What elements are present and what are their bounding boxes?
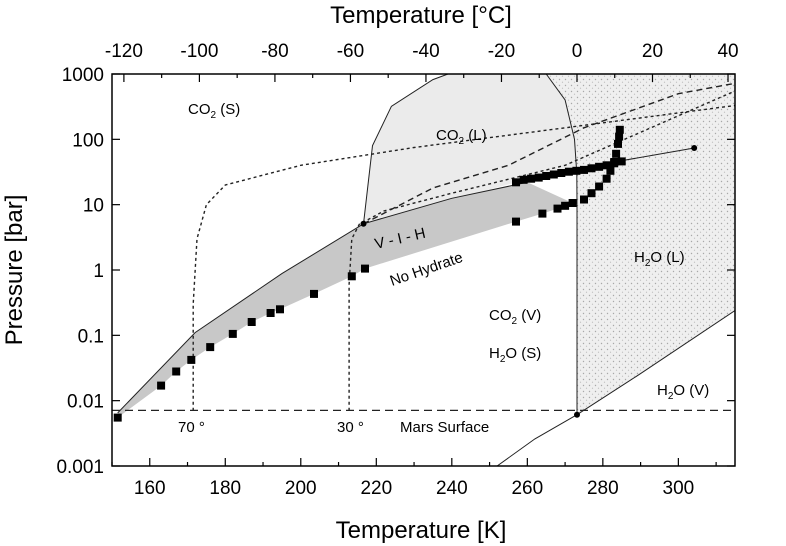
upper-marker (595, 162, 604, 171)
lower-marker (310, 289, 318, 298)
top-axis-title: Temperature [°C] (330, 2, 512, 29)
co2-hydrate-upper-curve (363, 82, 735, 225)
data-markers (113, 125, 698, 422)
x-tick-label: 300 (663, 478, 695, 499)
top-tick-label: -20 (488, 41, 515, 62)
y-tick-label: 0.001 (56, 457, 104, 478)
x-tick-label: 180 (209, 478, 241, 499)
y-axis-title: Pressure [bar] (1, 195, 28, 346)
label-co2-liquid: CO2 (L) (436, 127, 487, 147)
upper-marker (602, 161, 611, 170)
upper-marker (512, 178, 520, 187)
upper-marker (610, 158, 619, 166)
upper-marker (564, 167, 573, 176)
lower-marker (361, 264, 369, 273)
y-tick-label: 0.01 (67, 392, 104, 413)
x-tick-label: 160 (134, 478, 166, 499)
point-marker (360, 220, 367, 227)
x-tick-label: 200 (285, 478, 317, 499)
x-tick-label: 240 (436, 478, 468, 499)
upper-marker (615, 125, 624, 134)
liquid-water-region (546, 74, 735, 415)
top-tick-label: 0 (572, 41, 583, 62)
upper-marker (572, 166, 581, 175)
y-tick-label: 100 (72, 130, 104, 151)
top-tick-label: -60 (337, 41, 364, 62)
upper-marker (602, 174, 611, 183)
upper-marker (542, 172, 551, 180)
label-co2-vapor: CO2 (V) (489, 307, 541, 327)
point-marker (574, 411, 580, 418)
upper-marker (587, 164, 596, 173)
upper-marker (614, 139, 622, 148)
lower-marker (266, 309, 275, 317)
y-tick-label: 0.1 (78, 326, 104, 347)
lower-marker (538, 209, 547, 218)
upper-marker (615, 132, 624, 141)
lower-marker (553, 204, 562, 213)
upper-marker (580, 165, 588, 174)
liquid-co2-region (363, 74, 577, 224)
label-mars-surface: Mars Surface (400, 419, 489, 436)
lower-marker (113, 413, 122, 422)
upper-marker (549, 170, 558, 179)
label-co2-solid: CO2 (S) (188, 101, 240, 121)
co2-vapor-pressure-line (363, 74, 449, 224)
top-tick-label: 40 (717, 41, 738, 62)
label-water-vapor: H2O (V) (657, 382, 709, 402)
lower-marker (347, 272, 356, 281)
lower-marker (228, 329, 237, 338)
upper-marker (519, 175, 528, 184)
top-tick-label: 20 (642, 41, 663, 62)
vih-hydrate-band (117, 182, 573, 418)
x-axis-title: Temperature [K] (336, 517, 507, 544)
lower-marker (172, 367, 181, 376)
upper-marker (557, 169, 566, 177)
upper-marker (587, 189, 596, 198)
upper-marker (606, 166, 615, 175)
top-tick-label: -120 (105, 41, 143, 62)
upper-marker (617, 157, 626, 166)
x-tick-label: 220 (360, 478, 392, 499)
upper-marker (527, 174, 536, 183)
lower-marker (561, 201, 570, 210)
label-latitude-30: 30 ° (337, 419, 364, 436)
label-liquid-water: H2O (L) (634, 249, 685, 269)
axis-ticks: 160 180 200 220 240 260 280 300-120 -100 -80 -60 -4… (56, 41, 738, 499)
co2-condensation-curve-70 (192, 104, 735, 411)
label-latitude-70: 70 ° (178, 419, 205, 436)
upper-marker (595, 182, 604, 191)
label-water-ice: H2O (S) (489, 345, 541, 365)
y-tick-label: 1000 (62, 65, 104, 86)
lower-marker (568, 199, 577, 207)
upper-marker (534, 173, 543, 182)
x-tick-label: 280 (587, 478, 619, 499)
upper-marker (612, 149, 621, 158)
y-tick-label: 1 (93, 261, 104, 282)
lower-marker (247, 318, 256, 326)
top-tick-label: -80 (261, 41, 288, 62)
lower-marker (187, 355, 196, 364)
lower-marker (276, 305, 284, 314)
upper-marker (580, 195, 588, 204)
point-marker (691, 145, 698, 151)
y-tick-label: 10 (83, 196, 104, 217)
lower-marker (206, 343, 215, 352)
x-tick-label: 260 (511, 478, 543, 499)
lower-marker (157, 381, 166, 390)
top-tick-label: -100 (180, 41, 218, 62)
lower-marker (512, 217, 520, 226)
top-tick-label: -40 (412, 41, 439, 62)
co2-liquid-upper-boundary (545, 74, 578, 205)
